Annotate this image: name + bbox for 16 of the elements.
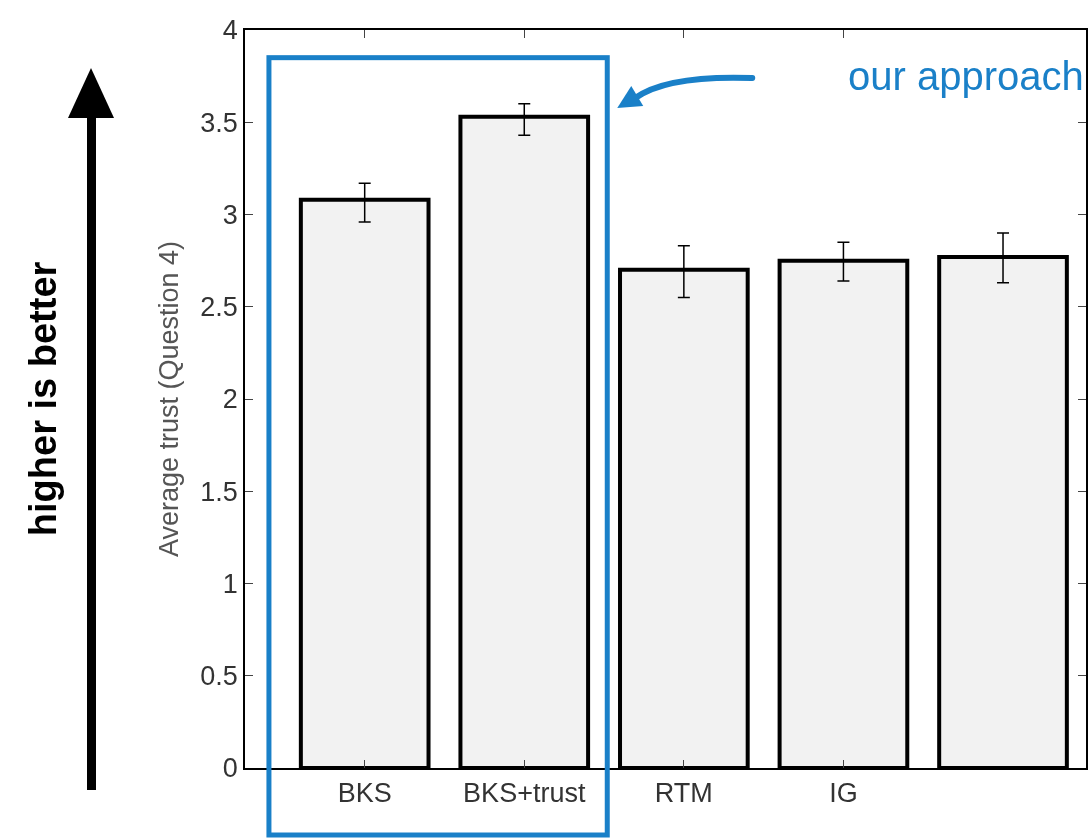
annotation: our approach (848, 54, 1084, 98)
y-tick-label: 1 (222, 568, 238, 599)
y-tick-label: 0.5 (200, 661, 238, 692)
y-tick-label: 0 (222, 753, 238, 784)
x-tick-label: BKS+trust (463, 778, 586, 809)
y-tick-label: 2.5 (200, 292, 238, 323)
text: higher is better (22, 261, 65, 537)
y-tick-label: 4 (222, 15, 238, 46)
y-tick-label: 1.5 (200, 476, 238, 507)
x-tick-label: RTM (654, 778, 713, 809)
x-tick-label: BKS (337, 778, 392, 809)
y-tick-label: 2 (222, 384, 238, 415)
x-tick-label: IG (829, 778, 858, 809)
y-tick-label: 3 (222, 199, 238, 230)
y-tick-label: 3.5 (200, 107, 238, 138)
y-axis-title: Average trust (Question 4) (153, 240, 184, 558)
